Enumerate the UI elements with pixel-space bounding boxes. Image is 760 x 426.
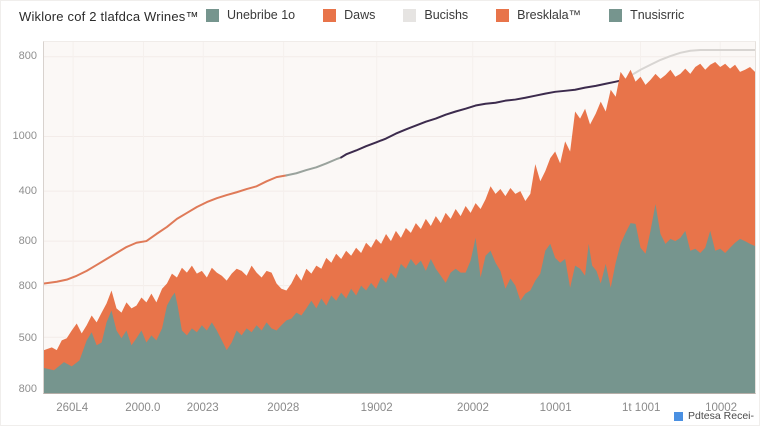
legend-item-5[interactable]: Tnusisrric — [609, 8, 684, 22]
x-axis-tick-label: 10001 — [539, 402, 572, 414]
chart-title: Wiklore cof 2 tlafdca Wrines™ — [19, 9, 199, 24]
legend-item-label: Bresklala™ — [517, 8, 582, 22]
legend-item-3[interactable]: Bucishs — [403, 8, 468, 22]
blue-square-icon — [674, 411, 684, 421]
series-line-trend-line — [44, 174, 288, 285]
legend-item-label: Tnusisrric — [630, 8, 685, 22]
legend-item-label: Bucishs — [424, 8, 469, 22]
y-axis-tick-label: 400 — [18, 185, 37, 198]
plot-svg — [44, 42, 755, 393]
legend-swatch-icon — [403, 8, 417, 22]
x-axis-tick-label: 10002 — [705, 402, 738, 414]
plot-area — [43, 41, 756, 394]
x-axis-tick-label: 1t 1001 — [622, 402, 661, 414]
y-axis-tick-label: 800 — [18, 235, 37, 248]
legend-item-4[interactable]: Bresklala™ — [496, 8, 581, 22]
legend-item-label: Unebribe 1o — [227, 8, 296, 22]
y-axis-tick-label: 500 — [18, 331, 37, 344]
y-axis-tick-label: 1000 — [12, 129, 37, 142]
y-axis-tick-label: 800 — [18, 383, 37, 396]
x-axis-tick-label: 20028 — [267, 402, 300, 414]
legend-item-label: Daws — [344, 8, 376, 22]
x-axis-tick-label: 2000.0 — [125, 402, 161, 414]
legend: Unebribe 1o Daws Bucishs Bresklala™ Tnusisrr… — [206, 8, 684, 22]
x-axis-tick-label: 20023 — [186, 402, 219, 414]
footer-credit-label: Pdtesa Recei- — [688, 410, 754, 422]
x-axis-tick-label: 19002 — [360, 402, 393, 414]
series-line-bucishs — [621, 49, 755, 83]
series-line-trend-line — [340, 79, 622, 159]
legend-item-1[interactable]: Unebribe 1o — [206, 8, 295, 22]
y-axis-tick-label: 800 — [18, 279, 37, 292]
series-line-trend-line — [285, 156, 343, 177]
x-axis-tick-label: 20002 — [456, 402, 489, 414]
legend-swatch-icon — [496, 8, 510, 22]
legend-item-2[interactable]: Daws — [323, 8, 375, 22]
footer-credit[interactable]: Pdtesa Recei- — [674, 410, 754, 422]
legend-swatch-icon — [206, 8, 219, 22]
legend-swatch-icon — [609, 8, 623, 22]
x-axis-tick-label: 260L4 — [56, 402, 89, 414]
y-axis-tick-label: 800 — [18, 49, 37, 62]
series-area-unebribe-1o-tnusisrric — [44, 204, 755, 393]
legend-swatch-icon — [323, 8, 337, 22]
